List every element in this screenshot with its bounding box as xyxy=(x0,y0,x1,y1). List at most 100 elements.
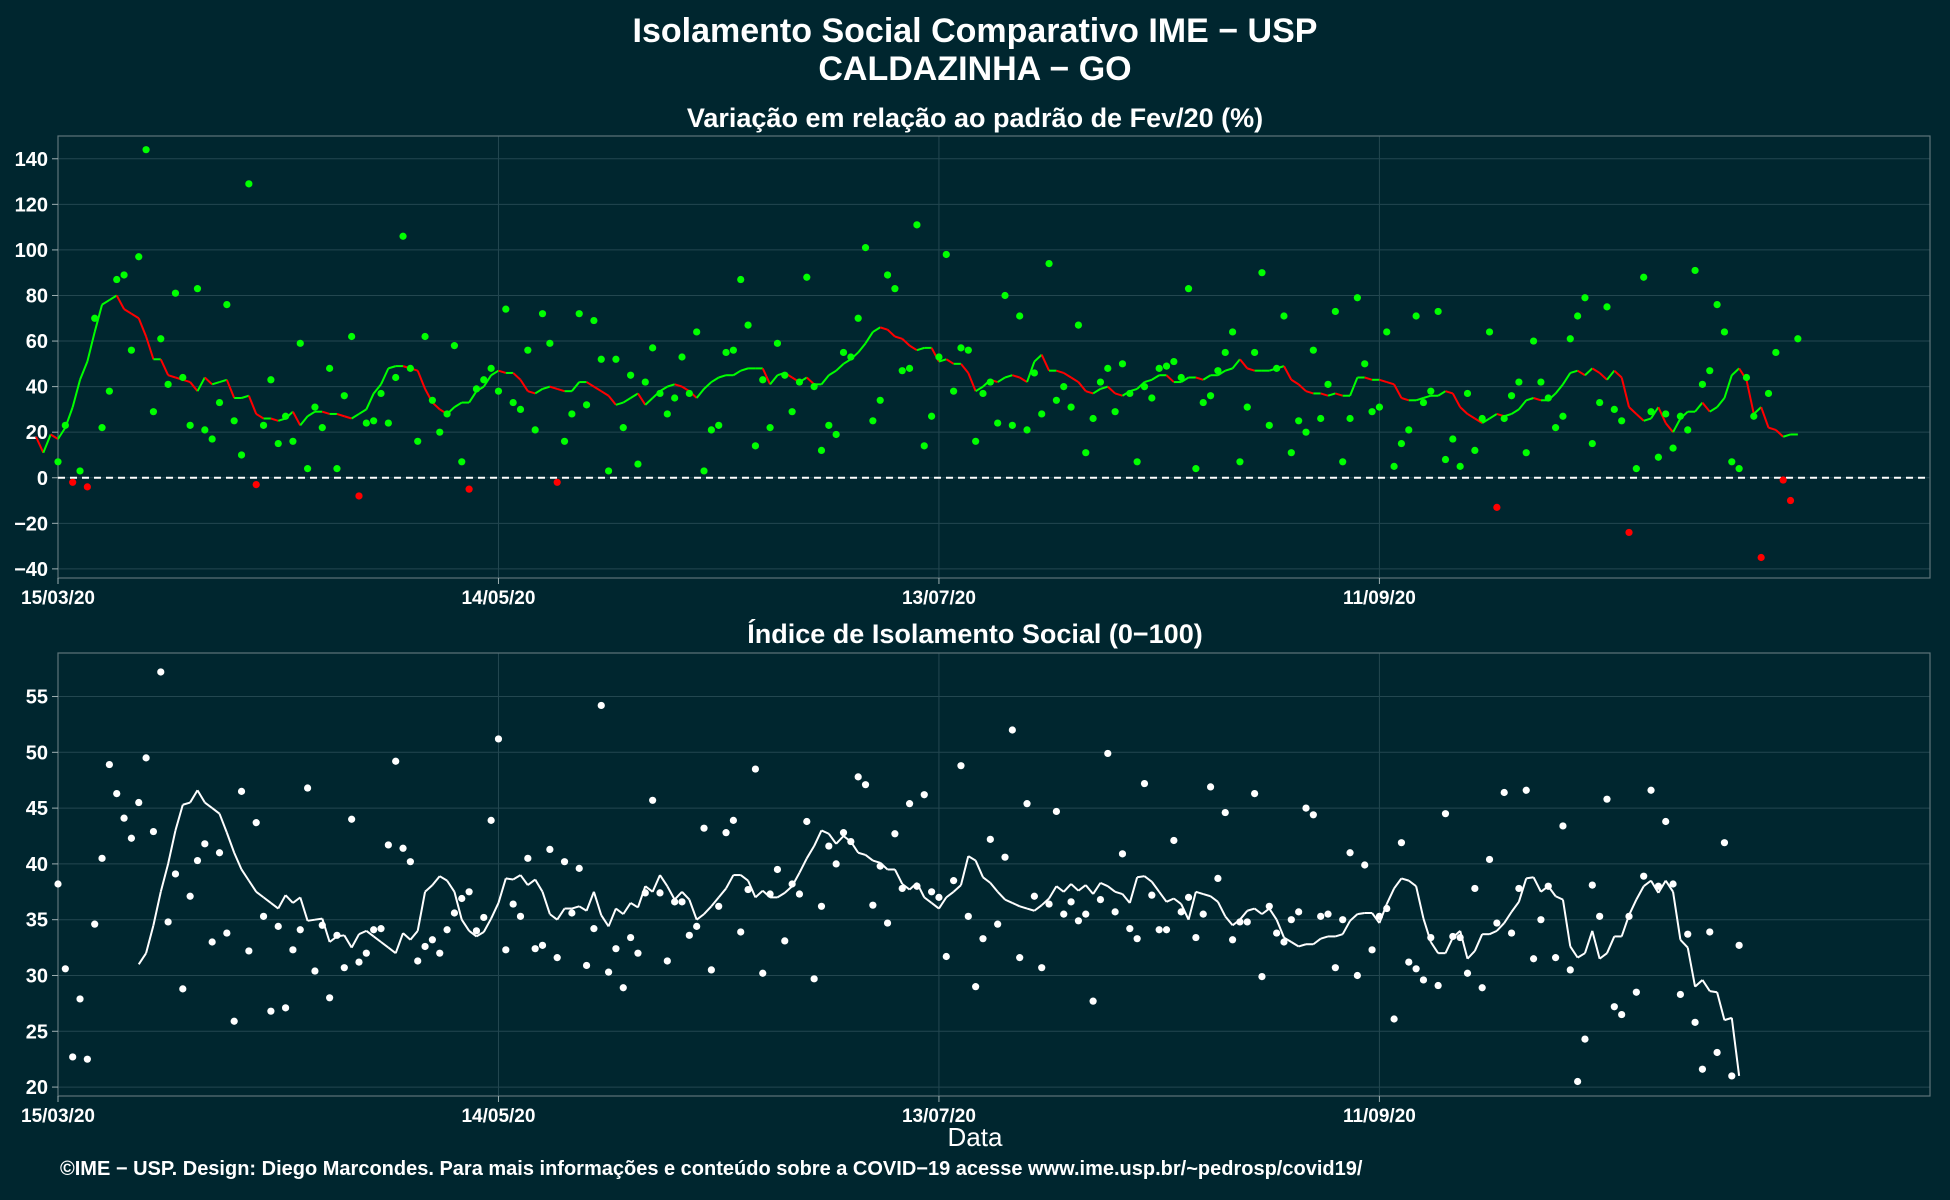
data-point xyxy=(406,364,414,372)
data-point xyxy=(171,289,180,297)
data-point xyxy=(1720,328,1729,336)
moving-average-segment xyxy=(1085,390,1094,395)
data-point xyxy=(1478,414,1486,423)
data-point xyxy=(1082,449,1090,457)
moving-average-segment xyxy=(1349,377,1359,397)
moving-average-segment xyxy=(1591,930,1601,960)
data-point xyxy=(751,765,760,773)
moving-average-segment xyxy=(1128,877,1139,904)
data-point xyxy=(1324,910,1332,918)
data-point xyxy=(582,401,591,409)
data-point xyxy=(876,396,884,404)
moving-average-segment xyxy=(1100,881,1109,888)
moving-average-segment xyxy=(1526,876,1534,880)
moving-average-segment xyxy=(225,832,236,854)
data-point xyxy=(1243,403,1251,411)
data-point xyxy=(1126,389,1134,398)
data-point xyxy=(223,300,231,309)
data-point xyxy=(876,862,884,870)
moving-average-segment xyxy=(974,860,984,878)
moving-average-segment xyxy=(211,381,220,386)
moving-average-segment xyxy=(607,908,617,927)
moving-average-segment xyxy=(351,413,360,420)
data-point xyxy=(502,305,510,313)
moving-average-segment xyxy=(1004,898,1013,904)
moving-average-segment xyxy=(1393,877,1403,890)
data-point xyxy=(1493,503,1501,511)
moving-average-segment xyxy=(1158,891,1168,903)
y-tick-label: 25 xyxy=(26,1021,48,1043)
moving-average-segment xyxy=(1503,911,1513,924)
y-tick-label: 100 xyxy=(15,240,48,262)
moving-average-segment xyxy=(344,415,352,420)
moving-average-segment xyxy=(1768,426,1777,431)
x-tick-label: 11/09/20 xyxy=(1343,588,1416,609)
moving-average-segment xyxy=(482,918,493,933)
data-point xyxy=(1603,303,1611,311)
moving-average-segment xyxy=(365,930,375,938)
moving-average-segment xyxy=(967,855,977,862)
moving-average-segment xyxy=(923,896,933,904)
moving-average-segment xyxy=(622,902,632,915)
moving-average-segment xyxy=(137,317,148,337)
moving-average-segment xyxy=(1364,376,1373,381)
data-point xyxy=(986,378,994,386)
data-point xyxy=(1419,398,1428,407)
moving-average-segment xyxy=(637,392,647,406)
data-point xyxy=(1155,926,1163,934)
moving-average-segment xyxy=(1584,367,1593,376)
data-point xyxy=(458,458,466,466)
moving-average-segment xyxy=(1056,369,1065,374)
moving-average-segment xyxy=(1606,370,1616,381)
data-point xyxy=(370,926,378,934)
moving-average-segment xyxy=(1709,990,1718,994)
moving-average-segment xyxy=(123,308,132,315)
moving-average-segment xyxy=(453,891,463,920)
data-point xyxy=(1552,424,1560,432)
moving-average-segment xyxy=(1283,936,1292,943)
data-point xyxy=(1603,795,1611,803)
moving-average-segment xyxy=(761,367,772,385)
moving-average-segment xyxy=(196,789,206,804)
data-point xyxy=(392,757,400,765)
data-point xyxy=(751,442,760,450)
moving-average-segment xyxy=(1092,388,1101,395)
data-point xyxy=(1500,414,1508,423)
data-point xyxy=(1522,449,1530,457)
data-point xyxy=(759,376,767,384)
moving-average-segment xyxy=(710,376,720,383)
data-point xyxy=(766,890,774,898)
moving-average-segment xyxy=(270,902,279,910)
data-point xyxy=(1669,444,1677,452)
data-point xyxy=(1273,364,1281,372)
data-point xyxy=(1177,373,1185,382)
data-point xyxy=(619,984,627,992)
moving-average-segment xyxy=(1459,406,1469,415)
moving-average-segment xyxy=(1628,899,1638,916)
data-point xyxy=(1552,954,1560,962)
x-tick-label: 15/03/20 xyxy=(21,1106,95,1127)
moving-average-segment xyxy=(1092,882,1102,895)
data-point xyxy=(230,417,238,425)
data-point xyxy=(215,398,224,407)
data-point xyxy=(1184,893,1193,901)
moving-average-segment xyxy=(497,878,507,904)
data-point xyxy=(1654,882,1662,890)
data-point xyxy=(693,922,701,930)
moving-average-segment xyxy=(372,383,382,395)
data-point xyxy=(333,465,341,473)
data-point xyxy=(1236,458,1244,466)
data-point xyxy=(458,894,466,903)
data-point xyxy=(1074,321,1083,329)
moving-average-segment xyxy=(1180,903,1190,921)
moving-average-segment xyxy=(1209,895,1219,903)
moving-average-segment xyxy=(182,801,191,806)
data-point xyxy=(1265,421,1273,429)
moving-average-segment xyxy=(1224,915,1234,926)
moving-average-segment xyxy=(989,882,999,893)
data-point xyxy=(149,827,158,836)
data-point xyxy=(1089,997,1097,1005)
data-point xyxy=(1537,378,1545,386)
data-point xyxy=(1456,462,1464,470)
y-tick-label: 80 xyxy=(26,285,48,307)
